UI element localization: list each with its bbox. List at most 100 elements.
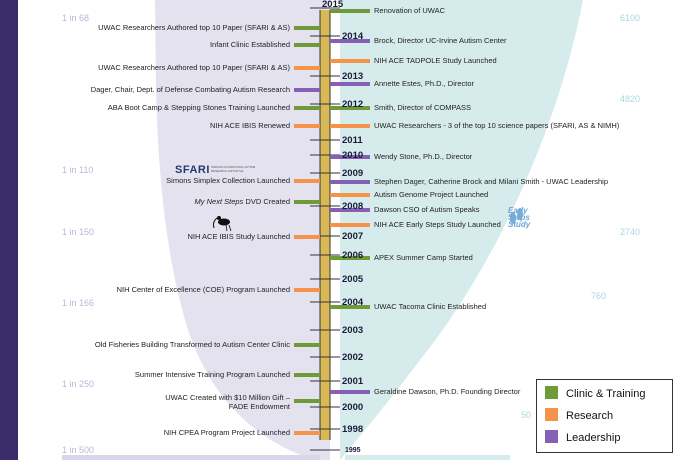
- legend-item-research: Research: [545, 408, 613, 423]
- event-bar-research: [294, 431, 320, 435]
- year-label: 1998: [342, 424, 364, 435]
- event-bar-clinic: [330, 256, 370, 260]
- year-label: 2012: [342, 99, 364, 110]
- year-label: 2005: [342, 274, 364, 285]
- year-label: 2004: [342, 297, 364, 308]
- year-label: 2015: [322, 0, 344, 10]
- footprints-icon: [510, 208, 523, 224]
- count-label: 760: [591, 291, 607, 301]
- event-label-line: FADE Endowment: [228, 402, 290, 411]
- event-label-right: Stephen Dager, Catherine Brock and Milan…: [374, 177, 609, 186]
- event-bar-leadership: [294, 88, 320, 92]
- event-label-line: UWAC Created with $10 Million Gift –: [165, 393, 290, 402]
- event-label-right: Brock, Director UC-Irvine Autism Center: [374, 36, 507, 45]
- event-bar-clinic: [294, 200, 320, 204]
- year-label: 1995: [345, 447, 361, 454]
- sidebar-strip: [0, 0, 18, 460]
- year-label: 2008: [342, 201, 364, 212]
- event-bar-research: [330, 59, 370, 63]
- legend: Clinic & Training Research Leadership: [536, 379, 673, 453]
- right-funnel-shape: [340, 0, 583, 460]
- event-bar-clinic: [294, 106, 320, 110]
- count-label: 6100: [620, 13, 641, 23]
- legend-label: Leadership: [566, 432, 621, 444]
- event-label-right: Renovation of UWAC: [374, 6, 446, 15]
- event-label-left: NIH CPEA Program Project Launched: [163, 428, 290, 437]
- year-label: 2002: [342, 352, 364, 363]
- event-label-left: UWAC Researchers Authored top 10 Paper (…: [98, 23, 290, 32]
- event-bar-leadership: [330, 208, 370, 212]
- event-bar-research: [294, 179, 320, 183]
- event-bar-leadership: [330, 180, 370, 184]
- event-bar-clinic: [330, 106, 370, 110]
- event-label-left: UWAC Created with $10 Million Gift – FADE…: [165, 393, 290, 411]
- event-bar-clinic: [294, 43, 320, 47]
- sfari-logo-text: SFARI: [175, 164, 210, 176]
- event-label-right: Annette Estes, Ph.D., Director: [374, 79, 475, 88]
- event-bar-clinic: [294, 343, 320, 347]
- event-label-right: Dawson CSO of Autism Speaks: [374, 205, 480, 214]
- event-label-right: Wendy Stone, Ph.D., Director: [374, 152, 473, 161]
- event-label-right: APEX Summer Camp Started: [374, 253, 473, 262]
- year-label: 2007: [342, 231, 364, 242]
- year-label: 2011: [342, 135, 363, 146]
- event-label-left: Infant Clinic Established: [209, 40, 290, 49]
- prevalence-label: 1 in 68: [62, 13, 90, 23]
- event-label-left: NIH ACE IBIS Study Launched: [187, 232, 290, 241]
- event-bar-clinic: [330, 9, 370, 13]
- event-label-left: My Next Steps DVD Created: [194, 197, 290, 206]
- event-label-right: Autism Genome Project Launched: [374, 190, 489, 199]
- prevalence-label: 1 in 250: [62, 379, 95, 389]
- event-bar-research: [294, 66, 320, 70]
- event-label-right: Geraldine Dawson, Ph.D. Founding Directo…: [374, 387, 521, 396]
- event-bars: [294, 9, 370, 435]
- event-label-right: NIH ACE Early Steps Study Launched: [374, 220, 501, 229]
- prevalence-label: 1 in 110: [62, 165, 94, 175]
- event-label-left: NIH ACE IBIS Renewed: [209, 121, 290, 130]
- early-steps-logo: Early Steps Study: [508, 206, 531, 229]
- event-label-right: UWAC Researchers - 3 of the top 10 scien…: [374, 121, 620, 130]
- legend-swatch: [545, 386, 558, 399]
- prevalence-label: 1 in 500: [62, 445, 95, 455]
- event-label-emphasis: My Next Steps: [194, 197, 244, 206]
- event-label-left: ABA Boot Camp & Stepping Stones Training…: [107, 103, 290, 112]
- event-bar-clinic: [294, 399, 320, 403]
- event-label-left: UWAC Researchers Authored top 10 Paper (…: [98, 63, 290, 72]
- event-label-left: Simons Simplex Collection Launched: [166, 176, 290, 185]
- year-label: 2010: [342, 150, 364, 161]
- legend-item-clinic: Clinic & Training: [545, 386, 645, 401]
- year-label: 2003: [342, 325, 364, 336]
- count-label: 4820: [620, 94, 641, 104]
- event-bar-research: [330, 193, 370, 197]
- event-label-right: Smith, Director of COMPASS: [374, 103, 471, 112]
- event-label-left: Dager, Chair, Dept. of Defense Combating…: [90, 85, 290, 94]
- event-bar-clinic: [294, 373, 320, 377]
- event-bar-clinic: [294, 26, 320, 30]
- sfari-logo-subtext: SIMONS FOUNDATION AUTISM RESEARCH INITIA…: [211, 165, 256, 173]
- legend-swatch: [545, 408, 558, 421]
- year-label: 2009: [342, 168, 364, 179]
- event-label-left: NIH Center of Excellence (COE) Program L…: [116, 285, 290, 294]
- prevalence-label: 1 in 150: [62, 227, 95, 237]
- legend-label: Research: [566, 410, 614, 422]
- event-bar-research: [330, 223, 370, 227]
- event-bar-research: [294, 235, 320, 239]
- event-bar-research: [294, 124, 320, 128]
- event-bar-leadership: [330, 155, 370, 159]
- year-label: 2000: [342, 402, 364, 413]
- event-label-right: NIH ACE TADPOLE Study Launched: [374, 56, 497, 65]
- bottom-band-right: [345, 455, 510, 460]
- year-label: 2001: [342, 376, 364, 387]
- legend-swatch: [545, 430, 558, 443]
- year-label: 2013: [342, 71, 364, 82]
- ibis-bird-icon: [212, 216, 232, 232]
- event-bar-leadership: [330, 39, 370, 43]
- year-label: 2006: [342, 250, 364, 261]
- event-bar-leadership: [330, 82, 370, 86]
- timeline-spine: [320, 10, 330, 440]
- event-bar-clinic: [330, 305, 370, 309]
- event-label-left: Summer Intensive Training Program Launch…: [134, 370, 290, 379]
- legend-item-leadership: Leadership: [545, 430, 620, 445]
- prevalence-label: 1 in 166: [62, 298, 95, 308]
